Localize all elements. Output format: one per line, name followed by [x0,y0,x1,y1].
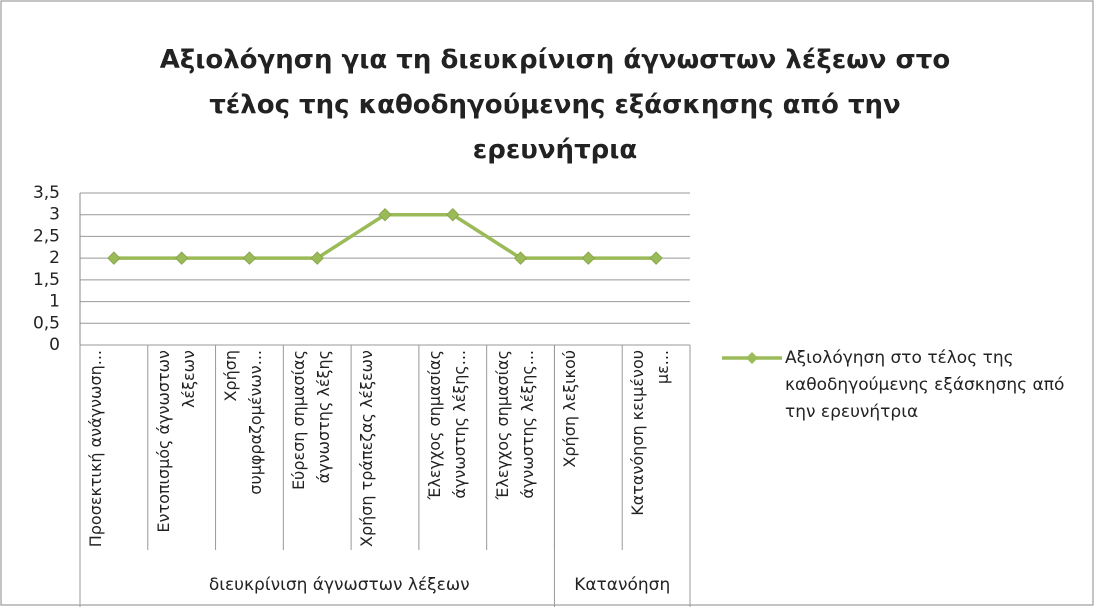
y-tick-label: 0 [49,335,60,355]
y-tick-label: 2 [49,248,60,268]
x-tick-label: Έλεγχος σημασίας άγνωστης λέξης... [492,350,537,500]
y-tick-label: 1,5 [33,270,60,290]
point-marker [174,251,189,265]
x-tick-label: Χρήση λεξικού [560,350,580,468]
legend-label: Αξιολόγηση στο τέλος της καθοδηγούμενης … [785,348,1065,422]
x-tick-label: Εύρεση σημασίας άγνωστης λέξης [289,350,334,491]
x-tick-label: Κατανόηση κειμένου με... [628,350,673,516]
y-tick-label: 3,5 [33,183,60,203]
x-tick-label: Χρήση συμφραζομένων... [221,350,266,495]
y-tick-label: 2,5 [33,226,60,246]
point-marker [446,208,460,222]
point-marker [242,251,257,265]
point-marker [649,251,663,265]
x-tick-label: Εντοπισμός άγνωστων λέξεων [153,350,198,533]
y-tick-label: 3 [49,205,60,225]
x-tick-label: Χρήση τράπεζας λέξεων [357,350,376,547]
group-label: διευκρίνιση άγνωστων λέξεων [209,575,470,595]
y-tick-label: 0,5 [33,313,60,333]
point-marker [310,251,324,265]
point-marker [107,251,121,265]
x-tick-label: Προσεκτική ανάγνωση... [85,350,105,548]
y-tick-label: 1 [49,292,60,312]
chart-title: Αξιολόγηση για τη διευκρίνιση άγνωστων λ… [159,45,951,165]
x-tick-label: Έλεγχος σημασίας άγνωστης λέξης... [424,350,469,500]
group-label: Κατανόηση [574,575,670,595]
point-marker [513,251,528,265]
legend-marker [746,352,758,364]
point-marker [581,251,596,265]
point-marker [378,208,392,222]
